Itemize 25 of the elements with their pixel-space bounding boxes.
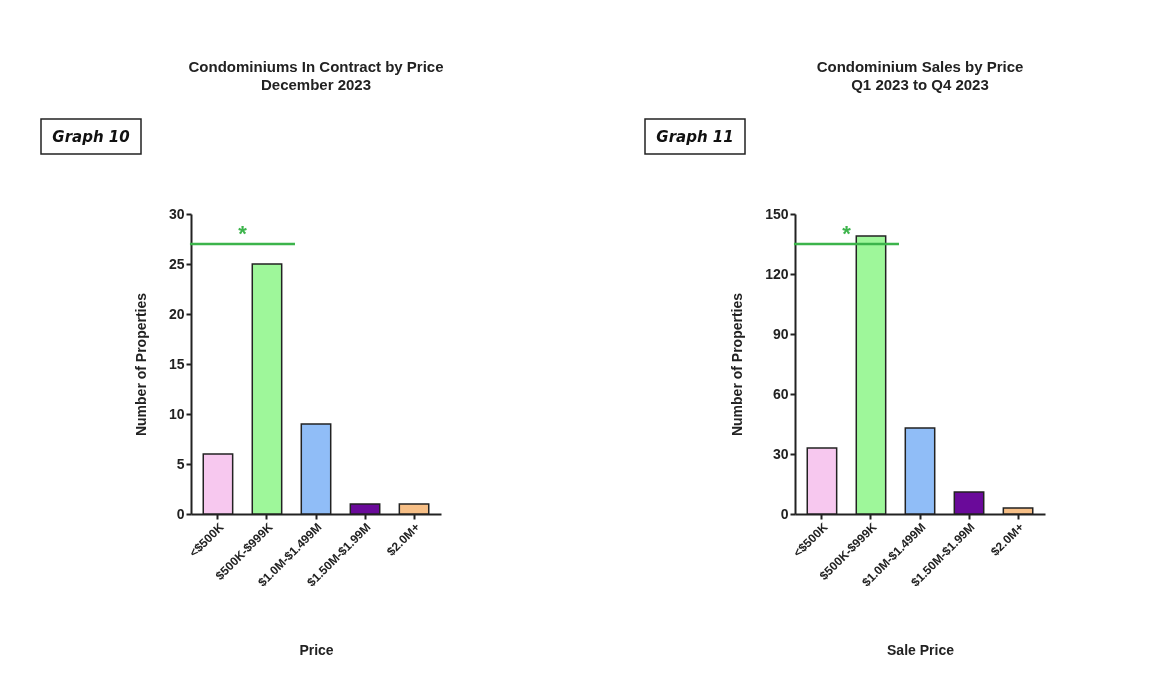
y-tick-label: 5 — [176, 455, 185, 472]
y-tick-label: 20 — [168, 305, 185, 322]
y-tick-label: 60 — [772, 385, 789, 402]
chart-title: Condominium Sales by Price — [816, 58, 1024, 76]
y-tick-label: 15 — [168, 355, 185, 372]
y-axis-title: Number of Properties — [132, 292, 149, 437]
y-tick-label: 150 — [765, 205, 789, 222]
y-tick-label: 30 — [168, 205, 185, 222]
annotation: * — [238, 221, 248, 246]
chart-subtitle: December 2023 — [260, 76, 372, 94]
y-tick-label: 30 — [772, 445, 789, 462]
caption: Graph 10 — [52, 128, 130, 146]
y-tick-label: 0 — [176, 505, 185, 522]
y-tick-label: 120 — [765, 265, 789, 282]
y-tick-label: 10 — [168, 405, 185, 422]
x-axis-title: Sale Price — [887, 641, 955, 658]
y-tick-label: 90 — [772, 325, 789, 342]
y-axis-title: Number of Properties — [729, 292, 746, 437]
y-tick-label: 0 — [780, 505, 789, 522]
caption: Graph 11 — [656, 128, 734, 146]
annotation: * — [842, 221, 852, 246]
x-axis-title: Price — [299, 641, 334, 658]
chart-subtitle: Q1 2023 to Q4 2023 — [851, 76, 989, 94]
y-tick-label: 25 — [168, 255, 185, 272]
chart-title: Condominiums In Contract by Price — [188, 58, 444, 76]
